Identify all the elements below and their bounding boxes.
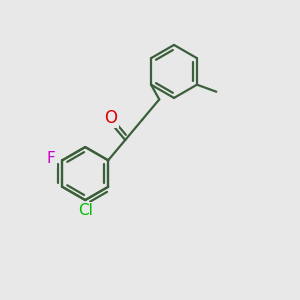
Text: F: F (47, 151, 56, 166)
Text: Cl: Cl (78, 203, 93, 218)
Text: O: O (104, 109, 117, 127)
